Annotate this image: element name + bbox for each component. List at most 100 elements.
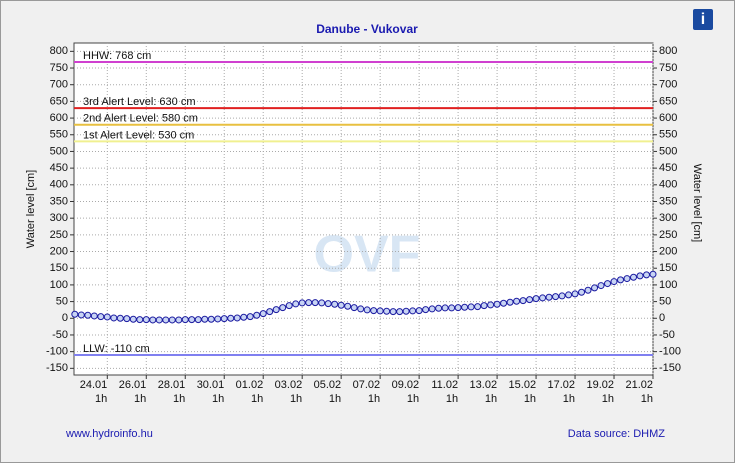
data-point bbox=[454, 304, 462, 312]
data-point bbox=[188, 316, 196, 324]
data-point bbox=[103, 313, 111, 321]
reference-label: 2nd Alert Level: 580 cm bbox=[83, 113, 198, 125]
info-button[interactable] bbox=[693, 9, 713, 30]
x-tick-sublabel: 1h bbox=[134, 393, 146, 405]
data-point bbox=[149, 316, 157, 324]
x-tick-sublabel: 1h bbox=[602, 393, 614, 405]
data-point bbox=[123, 315, 131, 323]
data-point bbox=[422, 306, 430, 314]
y-tick-label: 750 bbox=[50, 62, 68, 74]
data-point bbox=[402, 307, 410, 315]
data-point bbox=[591, 284, 599, 292]
data-point bbox=[136, 316, 144, 324]
data-point bbox=[90, 312, 98, 320]
y-tick-label: 200 bbox=[50, 245, 68, 257]
x-tick-label: 05.02 bbox=[314, 379, 342, 391]
y-tick-label: 100 bbox=[50, 279, 68, 291]
y2-tick-label: 100 bbox=[659, 279, 677, 291]
data-point bbox=[259, 310, 267, 318]
footer-link[interactable]: www.hydroinfo.hu bbox=[65, 428, 153, 440]
data-point bbox=[110, 314, 118, 322]
data-point bbox=[292, 300, 300, 308]
y2-tick-label: 150 bbox=[659, 262, 677, 274]
x-tick-label: 30.01 bbox=[197, 379, 225, 391]
data-point bbox=[71, 310, 79, 318]
data-point bbox=[253, 311, 261, 319]
data-point bbox=[194, 316, 202, 324]
y-tick-label: 650 bbox=[50, 95, 68, 107]
data-point bbox=[493, 300, 501, 308]
data-point bbox=[272, 306, 280, 314]
x-tick-sublabel: 1h bbox=[212, 393, 224, 405]
data-point bbox=[448, 304, 456, 312]
data-point bbox=[487, 301, 495, 309]
x-tick-sublabel: 1h bbox=[563, 393, 575, 405]
x-tick-label: 07.02 bbox=[353, 379, 381, 391]
data-point bbox=[578, 288, 586, 296]
data-point bbox=[461, 303, 469, 311]
data-point bbox=[480, 302, 488, 310]
data-point bbox=[526, 296, 534, 304]
y-tick-label: 350 bbox=[50, 195, 68, 207]
data-point bbox=[162, 316, 170, 324]
y-tick-label: 50 bbox=[56, 295, 68, 307]
x-tick-label: 17.02 bbox=[548, 379, 576, 391]
y2-axis-label: Water level [cm] bbox=[691, 164, 703, 242]
data-point bbox=[617, 276, 625, 284]
x-tick-label: 19.02 bbox=[586, 379, 614, 391]
y-tick-label: -50 bbox=[52, 329, 68, 341]
data-point bbox=[558, 292, 566, 300]
x-tick-label: 15.02 bbox=[509, 379, 537, 391]
y-tick-label: 800 bbox=[50, 45, 68, 57]
data-point bbox=[298, 299, 306, 307]
data-point bbox=[318, 299, 326, 307]
data-point bbox=[584, 286, 592, 294]
y2-tick-label: 750 bbox=[659, 62, 677, 74]
x-tick-label: 13.02 bbox=[470, 379, 498, 391]
x-tick-sublabel: 1h bbox=[641, 393, 653, 405]
reference-label: 1st Alert Level: 530 cm bbox=[83, 129, 194, 141]
info-icon[interactable]: i bbox=[701, 11, 705, 28]
data-point bbox=[610, 278, 618, 286]
x-tick-label: 24.01 bbox=[80, 379, 108, 391]
x-tick-sublabel: 1h bbox=[173, 393, 185, 405]
x-tick-sublabel: 1h bbox=[524, 393, 536, 405]
data-point bbox=[357, 305, 365, 313]
plot-area bbox=[73, 42, 654, 376]
y2-tick-label: 550 bbox=[659, 129, 677, 141]
y2-tick-label: 500 bbox=[659, 145, 677, 157]
data-point bbox=[324, 300, 332, 308]
data-point bbox=[201, 315, 209, 323]
data-point bbox=[539, 294, 547, 302]
x-tick-sublabel: 1h bbox=[485, 393, 497, 405]
data-point bbox=[376, 307, 384, 315]
y2-tick-label: 50 bbox=[659, 295, 671, 307]
y-tick-label: 400 bbox=[50, 179, 68, 191]
data-point bbox=[227, 314, 235, 322]
data-point bbox=[649, 270, 657, 278]
x-tick-label: 11.02 bbox=[431, 379, 458, 391]
y-tick-label: 550 bbox=[50, 129, 68, 141]
x-tick-label: 21.02 bbox=[625, 379, 653, 391]
data-point bbox=[311, 299, 319, 307]
y2-tick-label: -50 bbox=[659, 329, 675, 341]
data-point bbox=[175, 316, 183, 324]
data-point bbox=[383, 307, 391, 315]
y2-tick-label: 600 bbox=[659, 112, 677, 124]
data-point bbox=[389, 308, 397, 316]
y-tick-label: 150 bbox=[50, 262, 68, 274]
x-tick-sublabel: 1h bbox=[368, 393, 380, 405]
data-point bbox=[636, 272, 644, 280]
y2-tick-label: 300 bbox=[659, 212, 677, 224]
data-point bbox=[370, 307, 378, 315]
y-tick-label: 700 bbox=[50, 79, 68, 91]
x-tick-label: 09.02 bbox=[392, 379, 420, 391]
data-point bbox=[97, 313, 105, 321]
data-point bbox=[331, 300, 339, 308]
data-point bbox=[532, 295, 540, 303]
data-point bbox=[597, 282, 605, 290]
y-tick-label: 450 bbox=[50, 162, 68, 174]
x-tick-sublabel: 1h bbox=[95, 393, 107, 405]
data-point bbox=[337, 301, 345, 309]
